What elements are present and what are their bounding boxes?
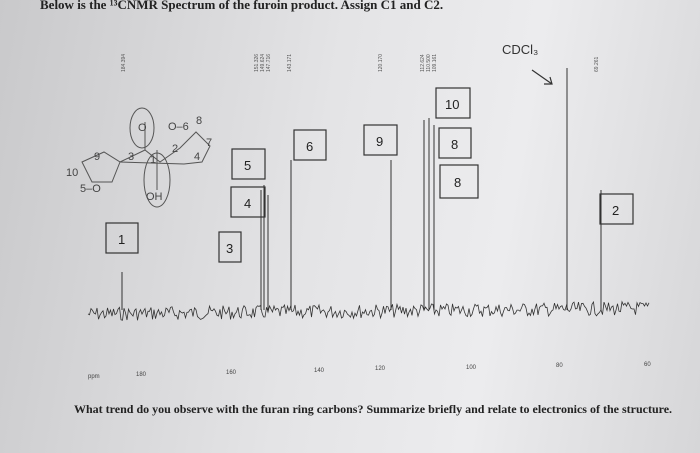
axis-unit: ppm [88, 374, 100, 380]
question: What trend do you observe with the furan… [74, 402, 673, 416]
axis-tick-label: 80 [556, 363, 563, 369]
assignment-label: 3 [226, 241, 233, 256]
structure-label: 9 [94, 151, 100, 163]
box [599, 193, 634, 225]
structure-label: OH [146, 191, 163, 203]
axis-tick-label: 60 [644, 362, 651, 368]
assignment-label: 8 [454, 175, 461, 190]
box [231, 148, 266, 180]
assignment-label: 6 [306, 139, 313, 154]
assignment-label: 10 [445, 97, 459, 112]
assignment-label: 4 [244, 196, 251, 211]
assignment-label: 9 [376, 134, 383, 149]
axis-tick-label: 100 [466, 365, 477, 371]
assignment-label: 5 [244, 158, 251, 173]
peaks [121, 68, 602, 310]
structure-sketch [81, 107, 211, 208]
arrow [531, 69, 553, 85]
structure-label: 7 [206, 137, 212, 149]
structure-label: O [138, 122, 147, 134]
box [438, 127, 472, 159]
peak-label: 112.624 [420, 54, 426, 72]
peak-label: 109.161 [432, 54, 438, 72]
assignment-label: 2 [612, 203, 619, 218]
peak-label: 110.500 [426, 54, 432, 72]
structure-label: O–6 [168, 121, 189, 133]
structure-label: 10 [66, 167, 78, 179]
assignment-label: 8 [451, 137, 458, 152]
box [230, 186, 266, 218]
axis-tick-label: 180 [136, 372, 147, 378]
peak-label: 147.716 [266, 54, 272, 72]
box [293, 129, 327, 161]
box [439, 164, 479, 199]
peak-label: 143.171 [287, 54, 293, 72]
peak-label: 120.170 [378, 54, 384, 72]
peak-label: 151.326 [254, 54, 260, 72]
title: Below is the ¹³CNMR Spectrum of the furo… [40, 0, 444, 12]
structure-label: 4 [194, 151, 200, 163]
boxes [105, 87, 634, 263]
structure-label: 3 [128, 151, 134, 163]
solvent-label: CDCl₃ [502, 42, 538, 57]
structure-label: 1 [150, 154, 156, 166]
peak-label: 149.624 [260, 54, 266, 72]
box [363, 124, 398, 156]
peak-label: 184.394 [121, 54, 127, 72]
structure-label: 8 [196, 115, 202, 127]
baseline-noise [87, 300, 650, 321]
axis-tick-label: 140 [314, 368, 325, 374]
structure-label: 2 [172, 143, 178, 155]
box [105, 222, 139, 254]
box [218, 231, 242, 263]
axis-tick-label: 160 [226, 370, 237, 376]
assignment-label: 1 [118, 232, 125, 247]
axis-tick-label: 120 [375, 366, 386, 372]
peak-label: 69.261 [594, 56, 600, 72]
box [435, 87, 471, 119]
structure-label: 5–O [80, 183, 101, 195]
